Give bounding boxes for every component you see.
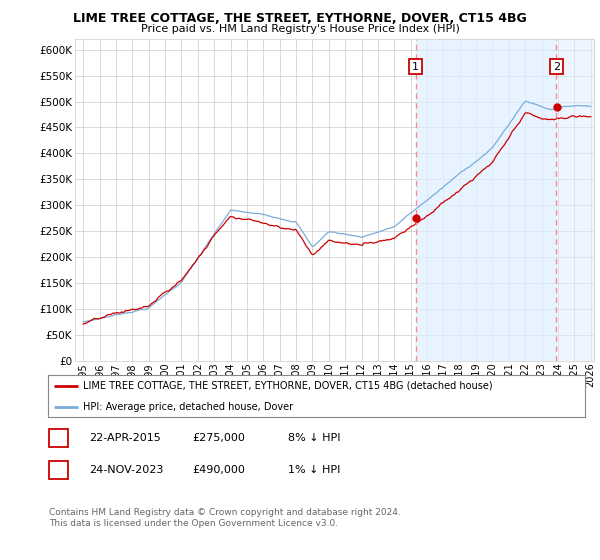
Text: LIME TREE COTTAGE, THE STREET, EYTHORNE, DOVER, CT15 4BG: LIME TREE COTTAGE, THE STREET, EYTHORNE,… xyxy=(73,12,527,25)
Text: 1: 1 xyxy=(55,433,62,443)
Text: Contains HM Land Registry data © Crown copyright and database right 2024.
This d: Contains HM Land Registry data © Crown c… xyxy=(49,508,401,528)
Bar xyxy=(416,39,556,361)
Text: Price paid vs. HM Land Registry's House Price Index (HPI): Price paid vs. HM Land Registry's House … xyxy=(140,24,460,34)
Text: LIME TREE COTTAGE, THE STREET, EYTHORNE, DOVER, CT15 4BG (detached house): LIME TREE COTTAGE, THE STREET, EYTHORNE,… xyxy=(83,381,493,391)
Text: £275,000: £275,000 xyxy=(192,433,245,443)
Text: 8% ↓ HPI: 8% ↓ HPI xyxy=(288,433,341,443)
Text: 2: 2 xyxy=(553,62,560,72)
Bar xyxy=(556,39,594,361)
Text: 22-APR-2015: 22-APR-2015 xyxy=(89,433,161,443)
Text: 1% ↓ HPI: 1% ↓ HPI xyxy=(288,465,340,475)
Text: 2: 2 xyxy=(55,465,62,475)
Text: 24-NOV-2023: 24-NOV-2023 xyxy=(89,465,163,475)
Text: £490,000: £490,000 xyxy=(192,465,245,475)
Text: HPI: Average price, detached house, Dover: HPI: Average price, detached house, Dove… xyxy=(83,402,293,412)
Text: 1: 1 xyxy=(412,62,419,72)
